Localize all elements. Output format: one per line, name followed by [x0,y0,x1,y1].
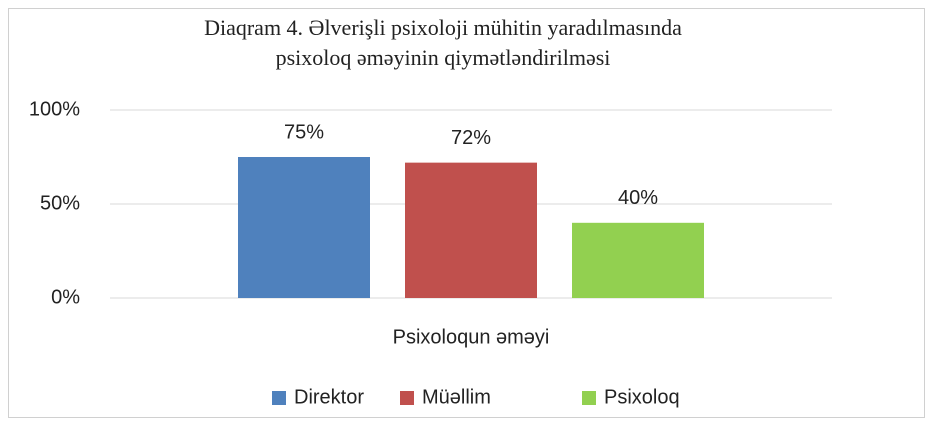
bar [572,222,704,298]
legend-swatch [400,391,414,405]
data-label: 40% [618,187,658,209]
legend-swatch [582,391,596,405]
legend-swatch [272,391,286,405]
chart-title: psixoloq əməyinin qiymətləndirilməsi [276,45,611,70]
y-tick-label: 50% [40,192,80,214]
chart-title: Diaqram 4. Əlverişli psixoloji mühitin y… [204,15,682,40]
y-tick-label: 0% [51,286,80,308]
y-tick-label: 100% [29,98,80,120]
bar [238,157,370,298]
legend-label: Psixoloq [604,386,680,408]
bar [405,162,537,298]
x-tick-label: Psixoloqun əməyi [393,326,550,348]
legend-label: Direktor [294,386,364,408]
data-label: 72% [451,127,491,149]
legend-label: Müəllim [422,386,491,408]
data-label: 75% [284,121,324,143]
